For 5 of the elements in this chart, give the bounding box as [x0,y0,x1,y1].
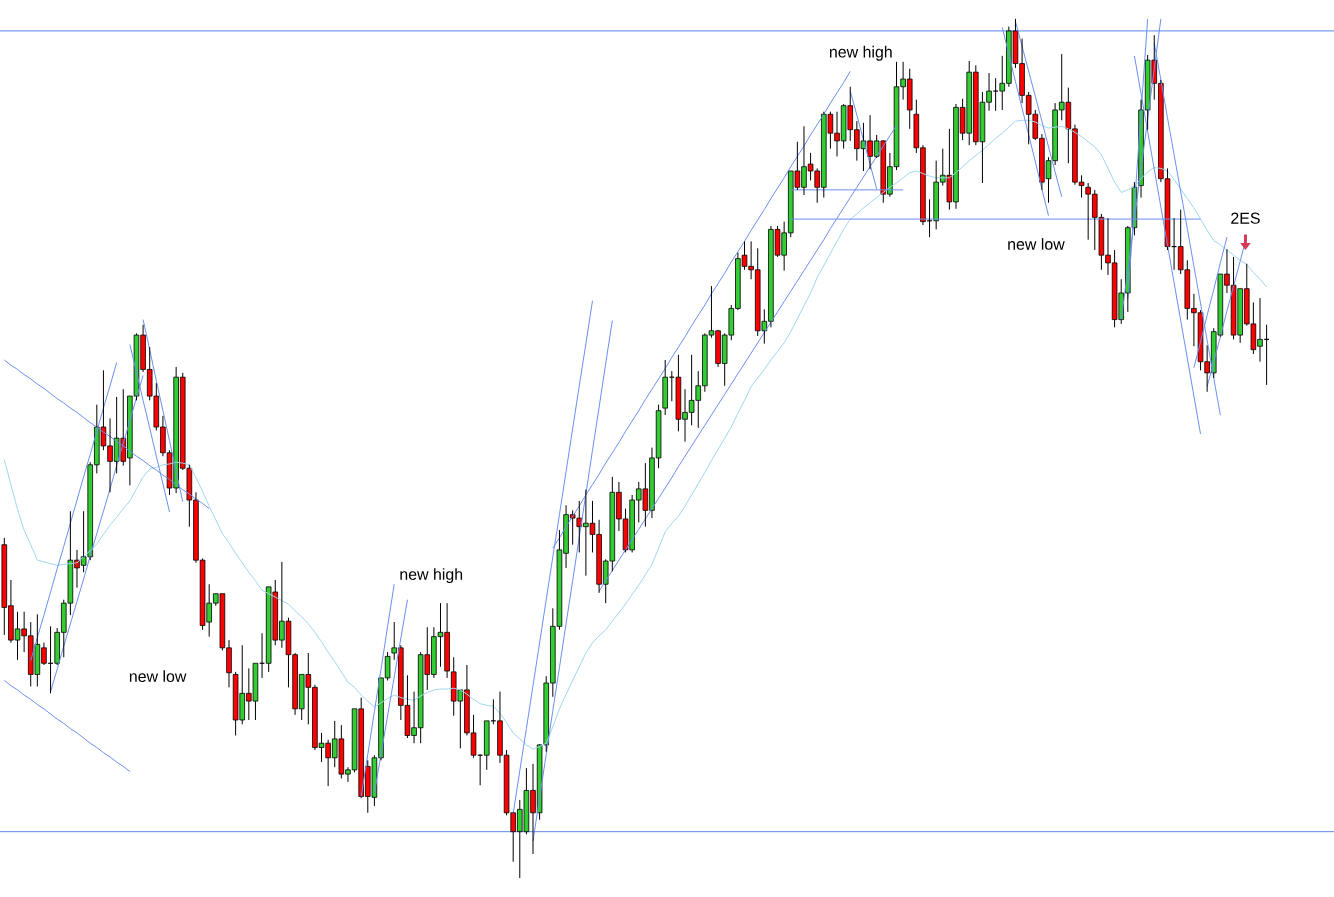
annotation: new low [1008,238,1065,250]
annotation: new high [829,45,892,61]
annotation: new low [129,670,187,683]
annotation: new high [400,568,463,584]
annotation: 2ES [1231,212,1260,224]
